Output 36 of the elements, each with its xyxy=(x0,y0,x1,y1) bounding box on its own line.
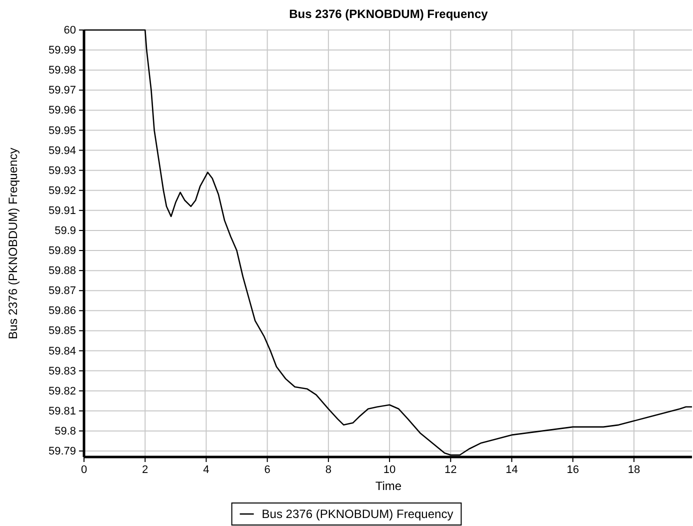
y-tick-label: 59.92 xyxy=(48,184,76,197)
y-tick-label: 59.83 xyxy=(48,365,76,378)
y-tick-label: 59.95 xyxy=(48,124,76,137)
y-tick-label: 59.85 xyxy=(48,325,76,338)
x-tick-label: 16 xyxy=(566,464,579,476)
y-axis-title: Bus 2376 (PKNOBDUM) Frequency xyxy=(6,148,20,340)
y-tick-label: 59.8 xyxy=(54,425,76,438)
y-tick-label: 59.82 xyxy=(48,385,76,398)
y-tick-label: 60 xyxy=(64,24,76,37)
y-tick-label: 59.91 xyxy=(48,204,76,217)
y-tick-label: 59.88 xyxy=(48,265,76,278)
x-tick-label: 14 xyxy=(506,464,518,476)
y-tick-label: 59.79 xyxy=(48,446,76,458)
x-tick-label: 10 xyxy=(383,464,396,476)
x-tick-label: 6 xyxy=(264,464,270,476)
y-tick-label: 59.84 xyxy=(48,345,76,358)
y-tick-label: 59.99 xyxy=(48,44,76,57)
y-tick-label: 59.86 xyxy=(48,305,76,318)
chart-title: Bus 2376 (PKNOBDUM) Frequency xyxy=(289,7,488,21)
y-tick-label: 59.93 xyxy=(48,164,76,177)
x-tick-label: 8 xyxy=(325,464,332,476)
y-tick-label: 59.9 xyxy=(54,224,76,237)
x-tick-label: 0 xyxy=(80,464,88,476)
x-tick-label: 18 xyxy=(628,464,640,476)
x-tick-label: 2 xyxy=(142,464,148,476)
y-tick-label: 59.94 xyxy=(48,144,76,157)
y-tick-label: 59.81 xyxy=(48,405,76,418)
legend-label: Bus 2376 (PKNOBDUM) Frequency xyxy=(262,507,454,521)
x-tick-label: 12 xyxy=(444,464,457,476)
y-tick-label: 59.96 xyxy=(48,104,76,117)
x-tick-label: 4 xyxy=(203,464,210,476)
y-tick-label: 59.89 xyxy=(48,245,76,258)
y-tick-label: 59.87 xyxy=(48,285,76,298)
y-tick-label: 59.97 xyxy=(48,84,76,97)
y-tick-label: 59.98 xyxy=(48,64,76,77)
x-axis-title: Time xyxy=(375,479,402,493)
